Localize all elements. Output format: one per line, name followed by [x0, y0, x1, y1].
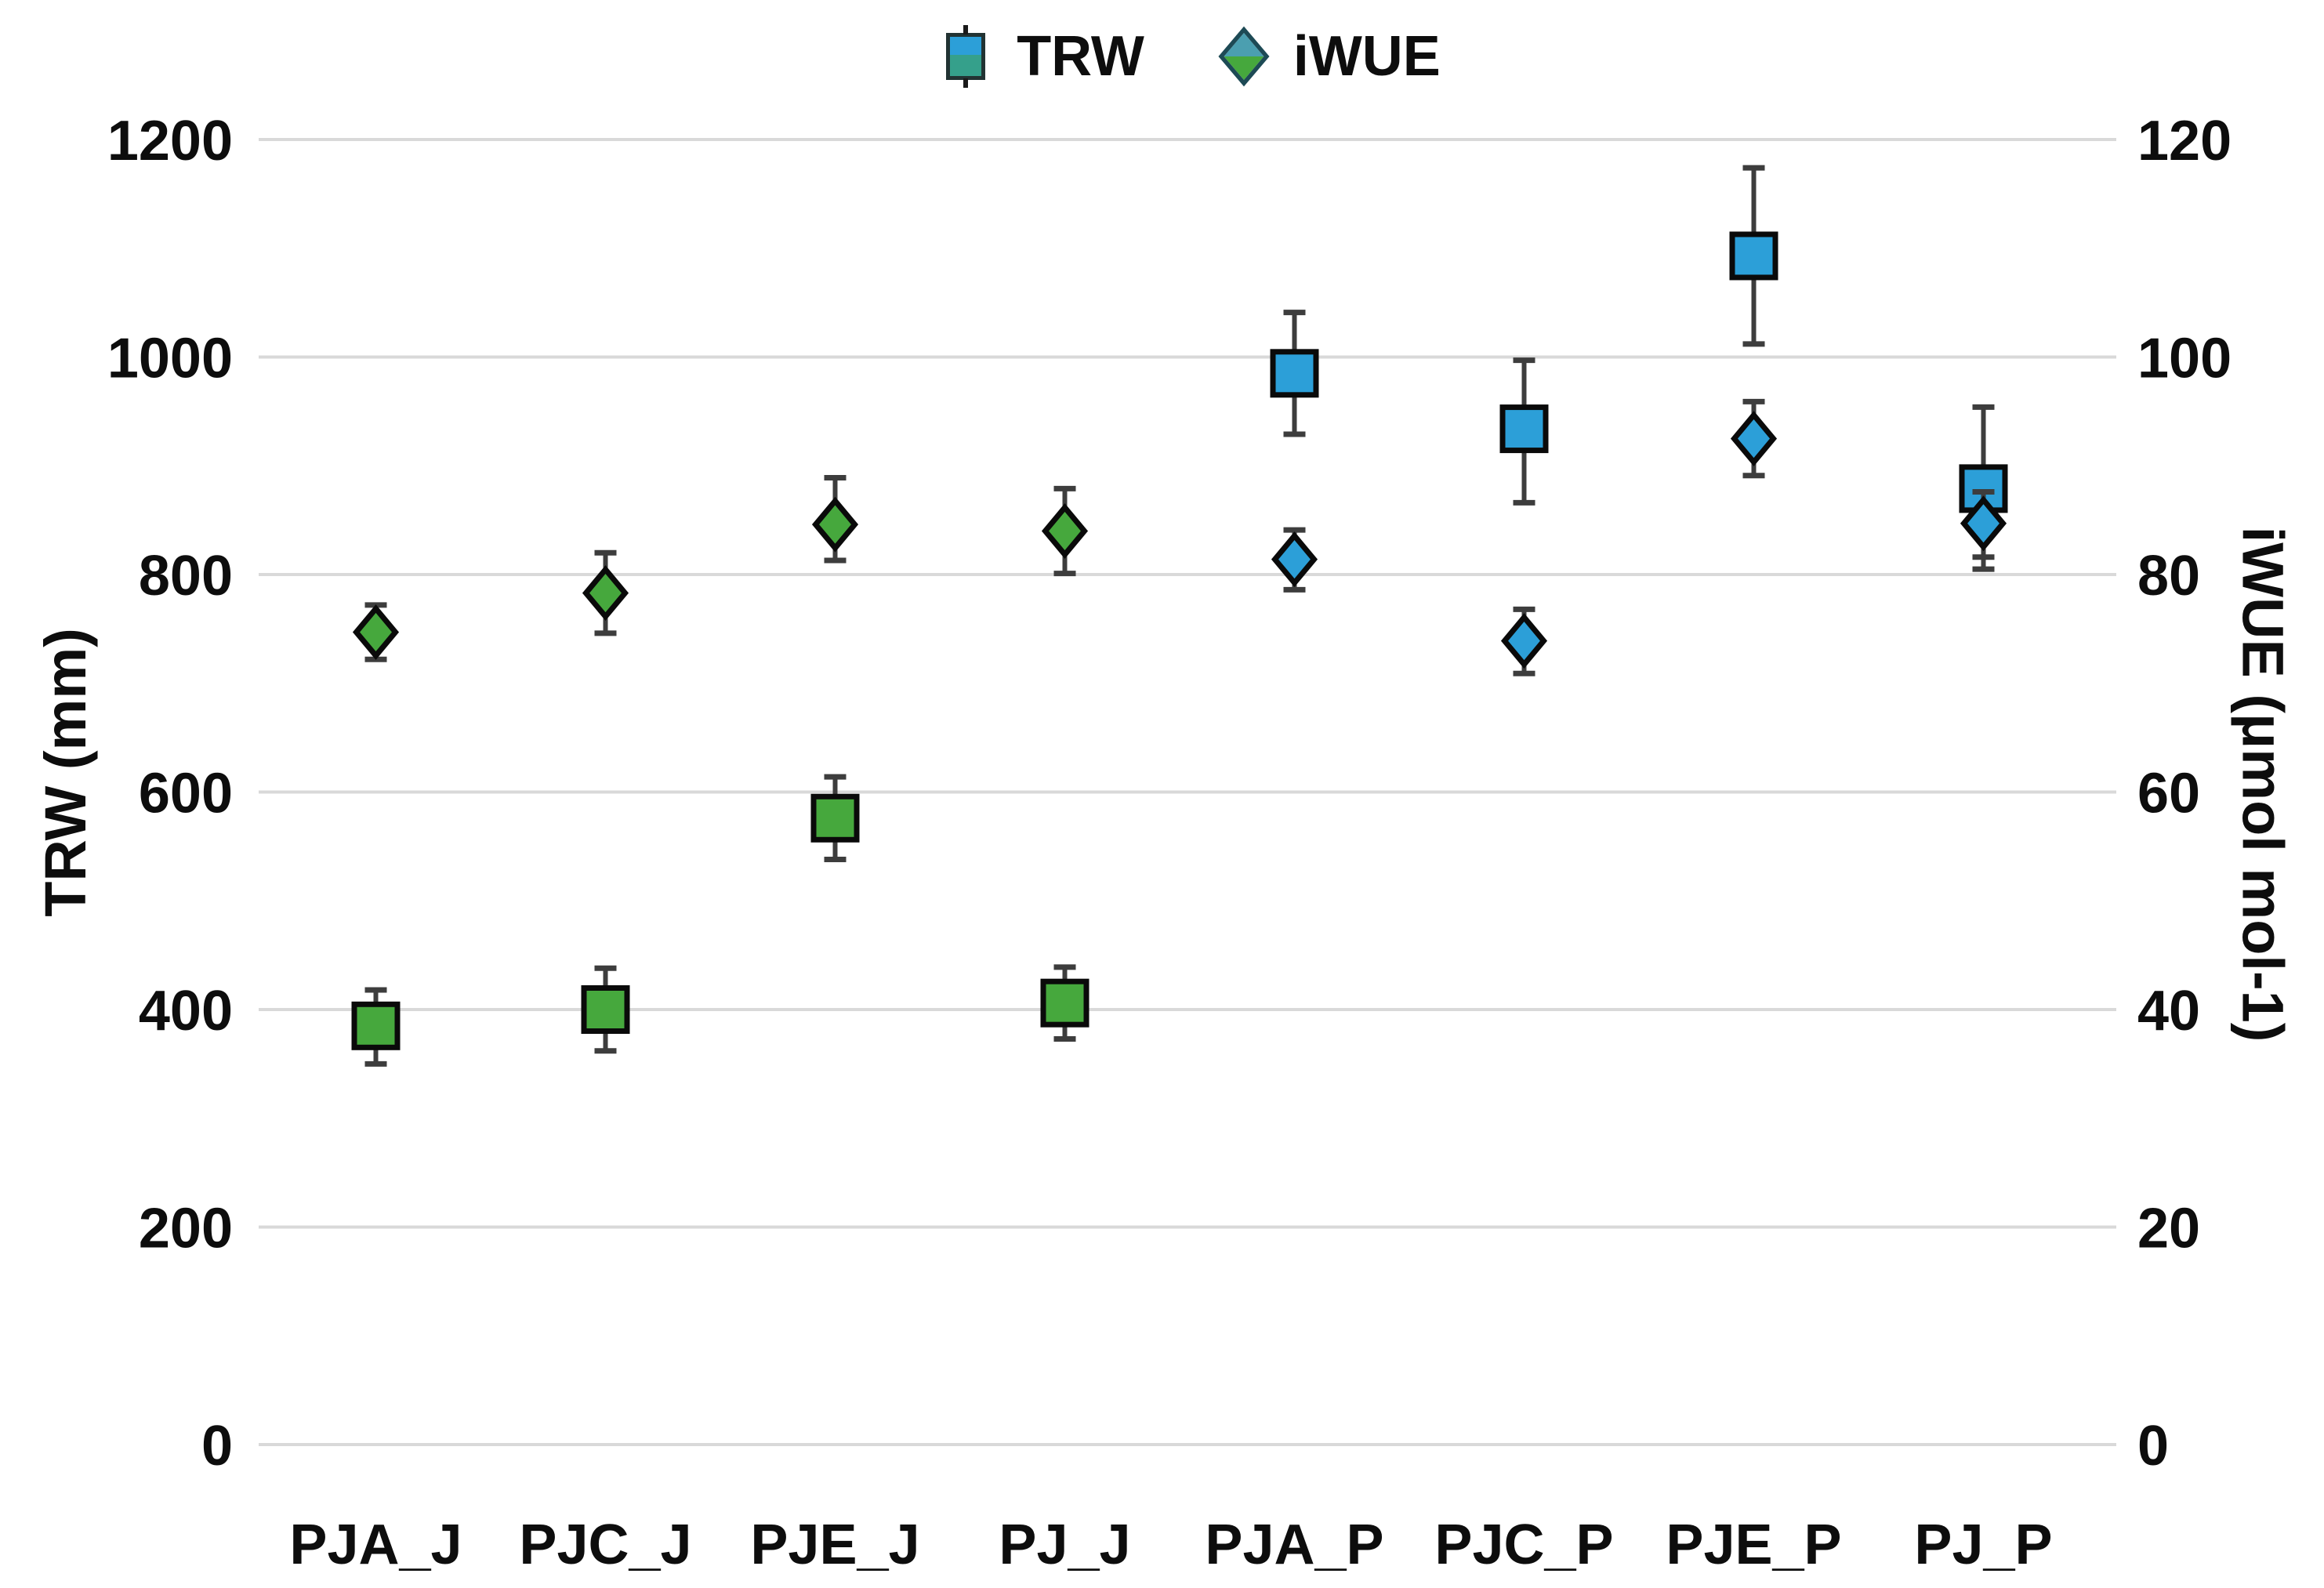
left-axis-tick-label: 400 [139, 980, 233, 1042]
left-axis-tick-label: 1200 [107, 110, 233, 172]
trw-square-marker [351, 1001, 401, 1050]
x-axis-category-label: PJE_J [750, 1514, 919, 1576]
right-axis-tick-label: 120 [2137, 110, 2232, 172]
legend-item-iwue: iWUE [1218, 25, 1441, 88]
iwue-diamond-marker [1960, 495, 2007, 552]
right-axis-tick-label: 80 [2137, 545, 2200, 607]
legend-label-trw: TRW [1017, 25, 1144, 88]
right-axis-tick-label: 0 [2137, 1415, 2169, 1477]
trw-square-legend-icon [946, 25, 986, 88]
left-axis-tick-label: 600 [139, 763, 233, 825]
iwue-diamond-marker [352, 604, 400, 661]
left-axis-tick-label: 800 [139, 545, 233, 607]
right-axis-tick-label: 20 [2137, 1198, 2200, 1260]
left-axis-tick-label: 0 [201, 1415, 233, 1477]
legend-item-trw: TRW [946, 25, 1144, 88]
iwue-diamond-marker [811, 496, 859, 553]
whisker-stub-icon [963, 78, 969, 88]
x-axis-category-label: PJE_P [1666, 1514, 1841, 1576]
whisker-stub-icon [963, 25, 969, 34]
x-axis-category-label: PJ_J [999, 1514, 1130, 1576]
iwue-diamond-marker [1730, 411, 1778, 467]
legend-label-iwue: iWUE [1293, 25, 1441, 88]
chart-legend: TRW iWUE [31, 25, 2324, 88]
trw-square-marker [581, 985, 630, 1034]
iwue-diamond-marker [1271, 531, 1318, 588]
left-axis-tick-label: 1000 [107, 328, 233, 390]
iwue-diamond-marker [1041, 503, 1089, 559]
right-axis-tick-label: 100 [2137, 328, 2232, 390]
x-axis-category-label: PJC_J [519, 1514, 691, 1576]
iwue-diamond-marker [582, 565, 629, 622]
left-axis-tick-label: 200 [139, 1198, 233, 1260]
x-axis-category-label: PJC_P [1434, 1514, 1613, 1576]
x-axis-category-label: PJ_P [1914, 1514, 2052, 1576]
x-axis-category-label: PJA_J [289, 1514, 462, 1576]
x-axis-category-label: PJA_P [1205, 1514, 1383, 1576]
trw-square-marker [810, 793, 860, 843]
trw-square-marker [1499, 404, 1549, 454]
iwue-diamond-marker [1500, 613, 1548, 669]
right-axis-tick-label: 60 [2137, 763, 2200, 825]
trw-square-marker [1270, 349, 1319, 398]
trw-square-marker [1729, 231, 1778, 281]
trw-square-marker [1040, 978, 1089, 1028]
right-axis-tick-label: 40 [2137, 980, 2200, 1042]
